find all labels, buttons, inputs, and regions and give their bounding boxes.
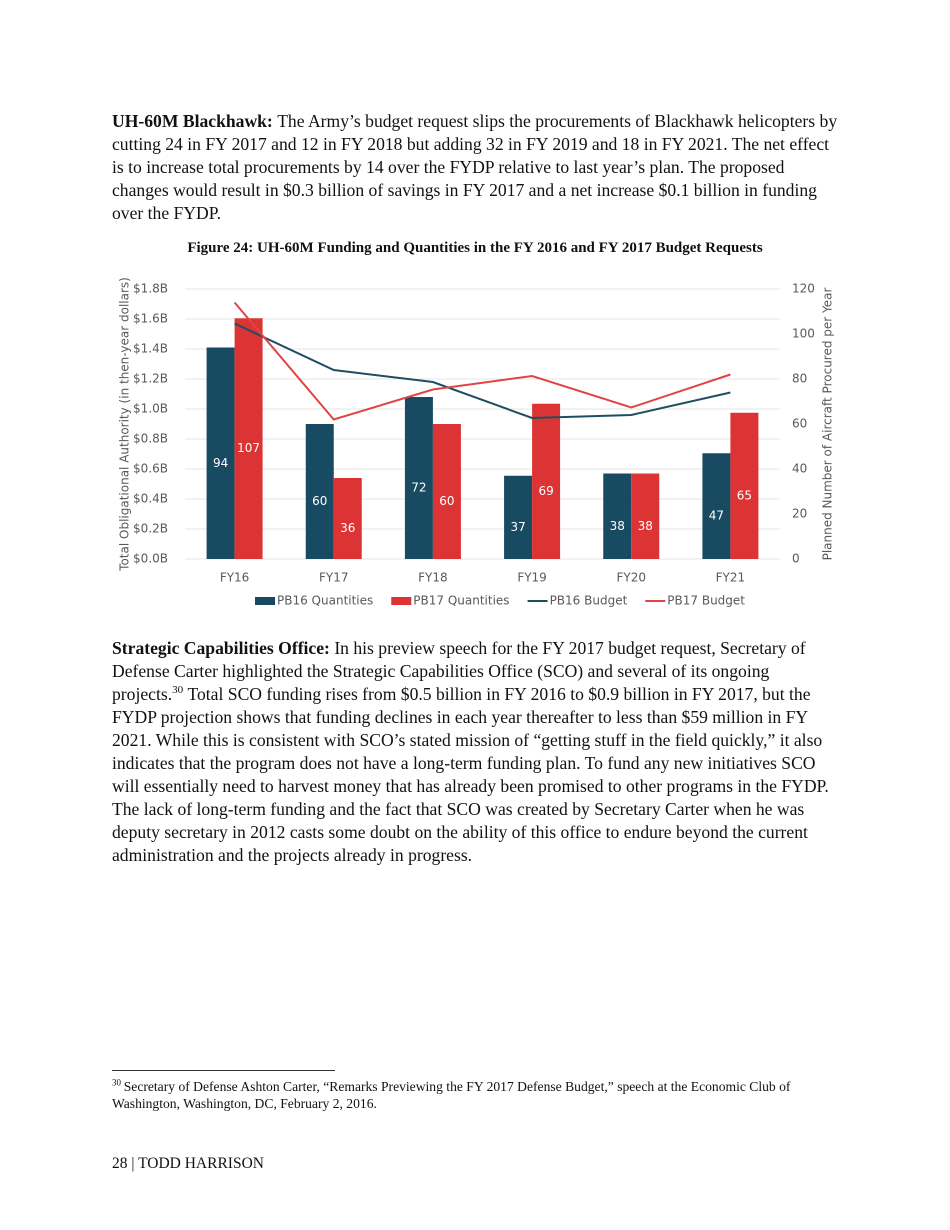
y-tick-label: $0.8B: [133, 432, 168, 446]
data-label: 38: [638, 519, 653, 533]
y-tick-label: $1.0B: [133, 402, 168, 416]
paragraph: Strategic Capabilities Office: In his pre…: [112, 637, 840, 867]
y2-tick-label: 20: [792, 507, 807, 521]
data-label: 60: [439, 494, 454, 508]
bar: [305, 424, 334, 559]
bar: [234, 318, 263, 559]
x-tick-label: FY17: [319, 571, 349, 585]
y2-tick-label: 100: [792, 327, 815, 341]
data-label: 36: [340, 521, 355, 535]
lead: Strategic Capabilities Office:: [112, 638, 330, 658]
bar: [404, 397, 433, 559]
bar: [432, 424, 461, 559]
y-tick-label: $0.0B: [133, 552, 168, 566]
legend-label: PB16 Budget: [550, 594, 628, 608]
bar: [333, 478, 362, 559]
x-tick-label: FY21: [716, 571, 746, 585]
data-label: 38: [610, 519, 625, 533]
note-ref: 30: [172, 684, 184, 697]
y2-tick-label: 40: [792, 462, 807, 476]
legend-swatch: [255, 597, 275, 605]
text: In his preview speech for the FY 2017 bu…: [112, 638, 806, 704]
y-tick-label: $0.4B: [133, 492, 168, 506]
y2-tick-label: 120: [792, 282, 815, 296]
footnote-number: 30: [112, 1077, 121, 1088]
data-label: 94: [213, 456, 228, 470]
y2-tick-label: 80: [792, 372, 807, 386]
legend-label: PB17 Quantities: [413, 594, 509, 608]
y2-tick-label: 0: [792, 552, 800, 566]
footnote-text: Secretary of Defense Ashton Carter, “Rem…: [112, 1079, 791, 1111]
line: [233, 301, 731, 421]
data-label: 60: [312, 494, 327, 508]
x-tick-label: FY18: [418, 571, 448, 585]
bar: [532, 403, 561, 559]
line: [234, 322, 731, 420]
bar: [504, 475, 533, 559]
data-label: 72: [411, 481, 426, 495]
legend-label: PB16 Quantities: [277, 594, 373, 608]
x-tick-label: FY19: [517, 571, 547, 585]
x-tick-label: FY20: [616, 571, 646, 585]
y-tick-label: $1.2B: [133, 372, 168, 386]
paragraph: UH-60M Blackhawk: The Army’s budget reque…: [112, 110, 840, 225]
bar: [206, 347, 235, 559]
text: Total SCO funding rises from $0.5 billio…: [112, 684, 829, 865]
bar: [730, 412, 759, 559]
y-tick-label: $0.2B: [133, 522, 168, 536]
lead: UH-60M Blackhawk:: [112, 111, 273, 131]
legend-label: PB17 Budget: [667, 594, 745, 608]
x-tick-label: FY16: [220, 571, 250, 585]
footer: 28 | TODD HARRISON: [112, 1155, 264, 1172]
y2-tick-label: 60: [792, 417, 807, 431]
bar: [603, 473, 632, 559]
y-axis-label: Total Obligational Authority (in then-ye…: [118, 277, 132, 572]
y-tick-label: $1.8B: [133, 282, 168, 296]
y-tick-label: $1.6B: [133, 312, 168, 326]
data-label: 65: [737, 488, 752, 502]
data-label: 69: [538, 484, 553, 498]
footnote-rule: [112, 1070, 335, 1071]
figure-caption: Figure 24: UH-60M Funding and Quantities…: [187, 240, 763, 256]
bar: [631, 473, 660, 559]
text: The Army’s budget request slips the proc…: [112, 111, 838, 223]
y2-axis-label: Planned Number of Aircraft Procured per …: [821, 288, 835, 561]
footnote: 30 Secretary of Defense Ashton Carter, “R…: [112, 1078, 832, 1112]
bar: [702, 453, 731, 559]
data-label: 47: [709, 509, 724, 523]
y-tick-label: $0.6B: [133, 462, 168, 476]
data-label: 37: [510, 520, 525, 534]
chart: $0.0B $0.2B $0.4B $0.6B $0.8B $1.0B $1.2B $1.4B…: [118, 277, 835, 608]
data-label: 107: [237, 441, 260, 455]
y-tick-label: $1.4B: [133, 342, 168, 356]
legend-swatch: [391, 597, 412, 605]
